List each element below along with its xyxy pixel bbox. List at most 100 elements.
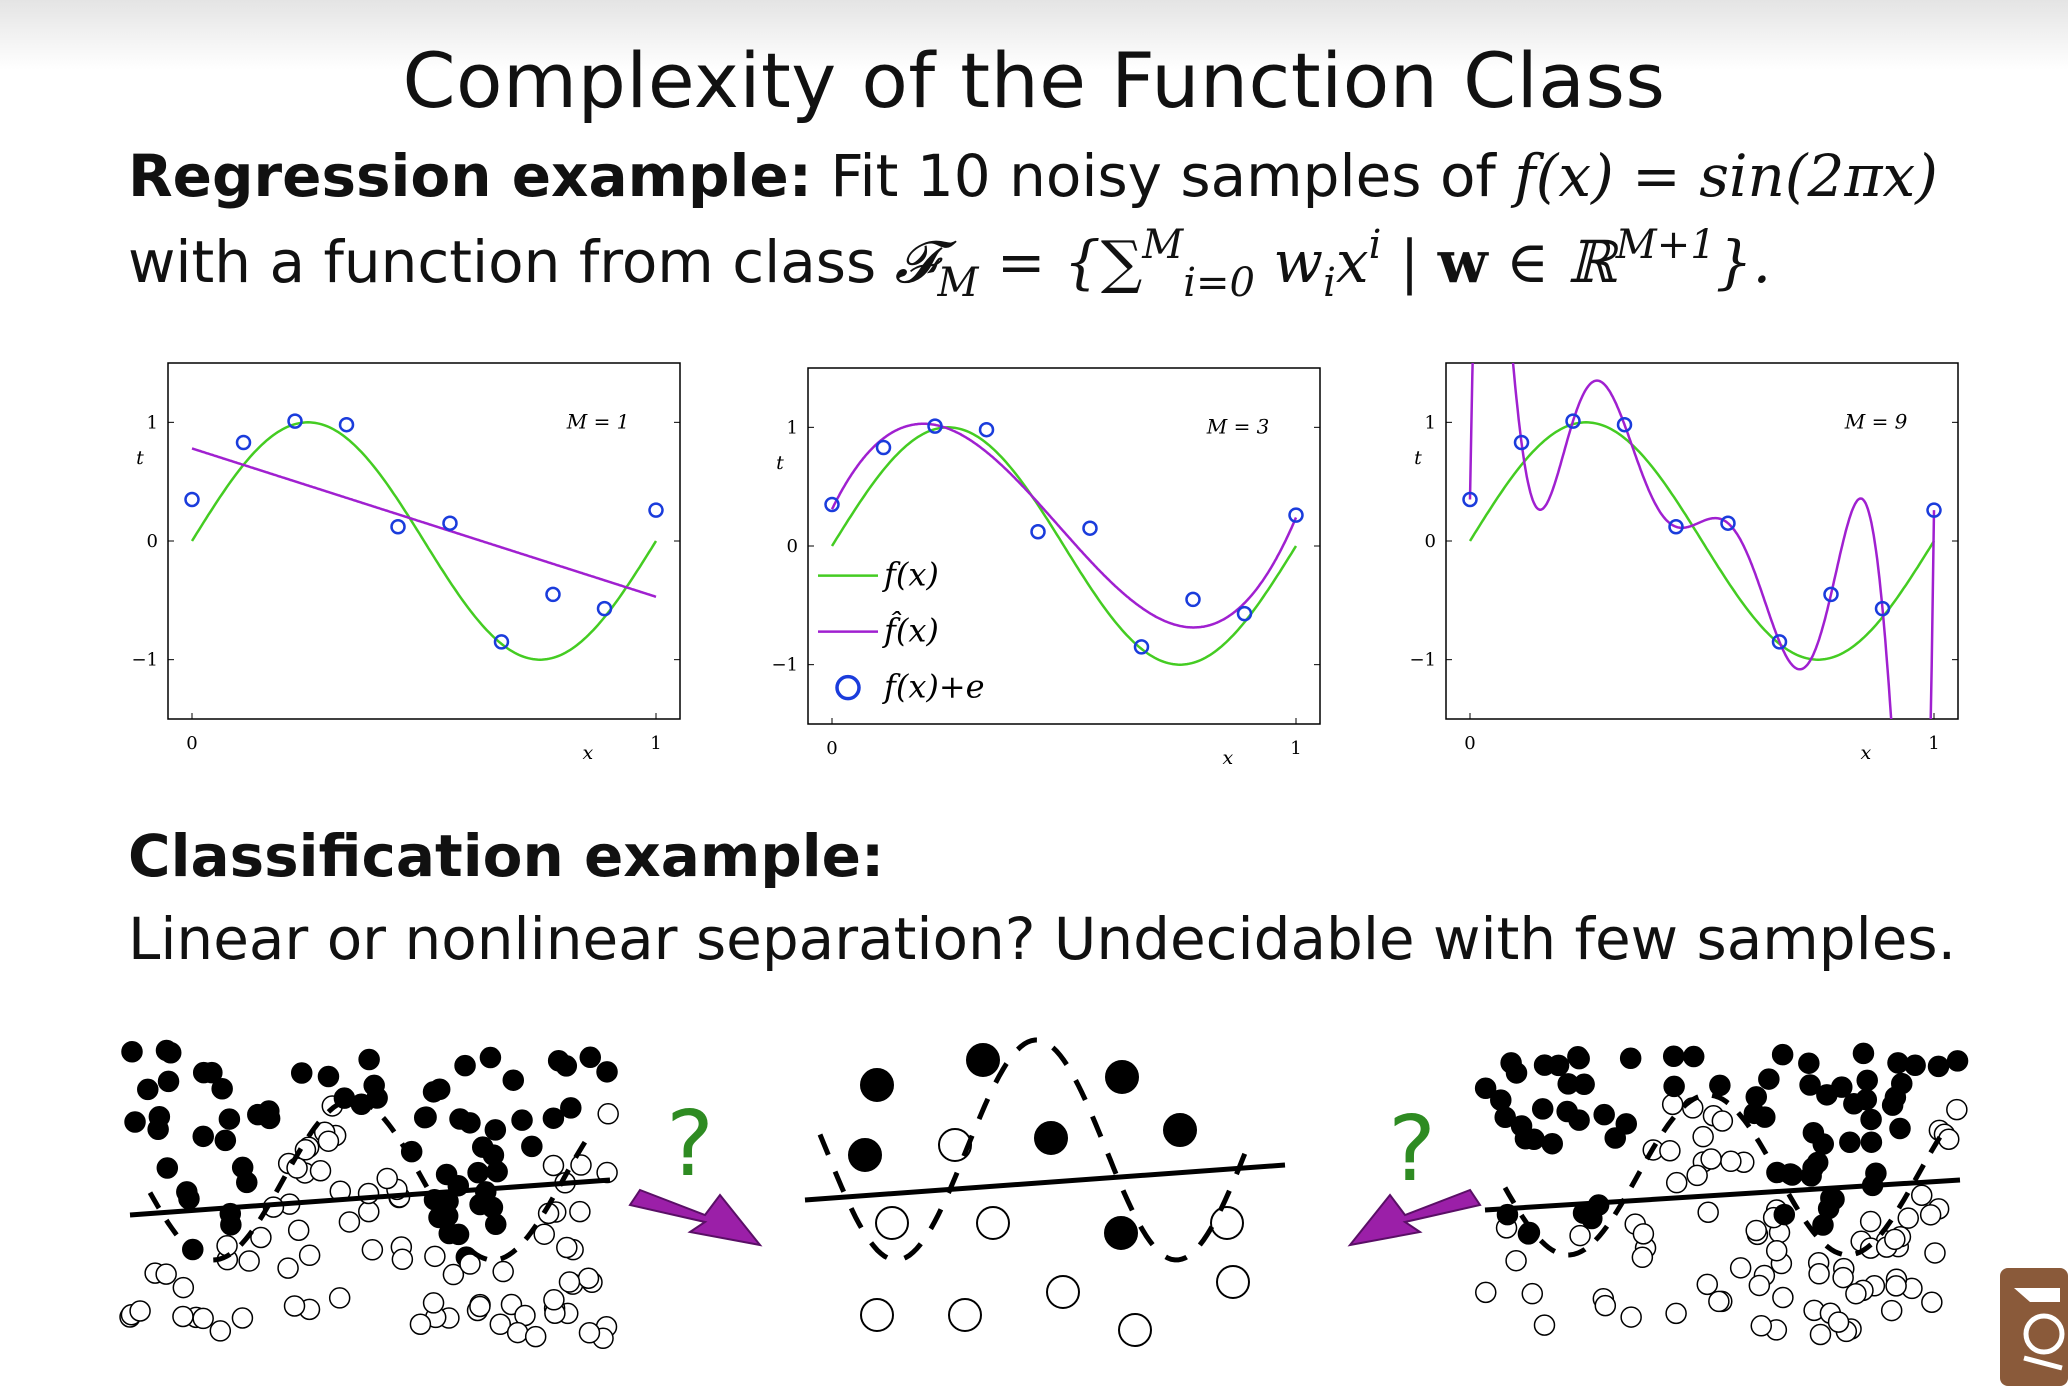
class-b-point: [1910, 1184, 1933, 1206]
class-a-point: [415, 1106, 437, 1128]
linear-boundary: [804, 1162, 1286, 1203]
formula-close: }.: [1715, 228, 1772, 296]
model-order-label: M = 3: [1206, 414, 1270, 438]
class-b-point: [1884, 1228, 1906, 1251]
class-b-point: [543, 1289, 565, 1311]
class-a-point: [236, 1171, 258, 1194]
class-a-point: [1573, 1073, 1595, 1096]
class-a-point: [502, 1069, 525, 1091]
sample-point: [235, 434, 252, 451]
sample-point: [493, 634, 510, 650]
y-tick-label: 0: [1425, 531, 1436, 552]
y-tick-label: −1: [131, 650, 158, 671]
formula-w-sub: i: [1323, 260, 1336, 306]
x-tick-label: 0: [826, 738, 837, 759]
sample-point: [1616, 416, 1633, 433]
regression-text-2: with a function from class: [128, 228, 877, 296]
class-b-point: [250, 1226, 272, 1249]
x-axis-label: x: [582, 742, 593, 764]
class-a-point: [848, 1138, 882, 1172]
regression-formula-1: f(x) = sin(2πx): [1514, 142, 1938, 210]
class-b-point: [1696, 1273, 1719, 1296]
class-a-point: [467, 1161, 489, 1184]
sample-point: [338, 416, 355, 433]
class-a-point: [1531, 1098, 1554, 1120]
class-b-point: [1046, 1275, 1080, 1309]
class-a-point: [511, 1109, 533, 1131]
class-b-point: [1697, 1201, 1719, 1223]
class-a-point: [1823, 1188, 1845, 1211]
class-a-point: [290, 1062, 313, 1084]
class-b-point: [376, 1167, 398, 1190]
class-b-point: [309, 1160, 332, 1182]
class-a-point: [1798, 1052, 1820, 1074]
question-mark-left: ?: [666, 1092, 714, 1197]
x-tick-label: 1: [1928, 733, 1939, 754]
class-b-point: [442, 1263, 465, 1286]
class-b-point: [192, 1307, 214, 1330]
class-a-point: [1812, 1133, 1834, 1155]
class-a-point: [1927, 1055, 1950, 1078]
class-b-point: [492, 1260, 514, 1283]
class-a-point: [1163, 1113, 1197, 1147]
class-a-point: [1889, 1117, 1911, 1140]
sample-point: [1133, 639, 1150, 655]
sample-point: [545, 586, 561, 603]
class-b-point: [1845, 1282, 1867, 1305]
class-b-point: [1772, 1286, 1794, 1309]
class-b-point: [238, 1250, 260, 1272]
class-a-point: [1494, 1106, 1516, 1128]
class-a-point: [966, 1043, 1000, 1077]
class-a-point: [428, 1078, 451, 1101]
class-b-point: [283, 1295, 306, 1317]
class-a-point: [1887, 1052, 1909, 1074]
class-b-point: [409, 1313, 432, 1336]
plot-m9: −1 0 1 0 1 x t M = 9: [1408, 355, 1968, 779]
regression-heading: Regression example:: [128, 142, 812, 210]
class-b-point: [1832, 1266, 1854, 1289]
class-a-point: [1758, 1068, 1780, 1090]
nonlinear-boundary: [147, 1097, 593, 1263]
classification-text: Linear or nonlinear separation? Undecida…: [128, 905, 1957, 973]
class-b-point: [570, 1154, 592, 1176]
class-a-point: [121, 1041, 143, 1063]
sample-point: [1823, 586, 1839, 603]
arrow-left-icon: [1347, 1188, 1482, 1247]
class-a-point: [1839, 1131, 1861, 1154]
slide-top-gradient: [0, 0, 2068, 70]
class-a-point: [1505, 1062, 1528, 1084]
class-a-point: [542, 1107, 565, 1129]
class-a-point: [124, 1111, 146, 1133]
fitted-curve: [830, 422, 1298, 629]
class-b-point: [1210, 1206, 1244, 1240]
class-b-point: [1661, 1093, 1684, 1116]
legend-true-label: f(x): [882, 556, 939, 594]
sample-point: [1874, 600, 1891, 617]
formula-in-R: ∈ ℝ: [1487, 228, 1616, 296]
sample-point: [1771, 634, 1788, 650]
sample-point: [1720, 515, 1736, 531]
class-b-point: [298, 1244, 321, 1267]
class-b-point: [1808, 1263, 1830, 1285]
class-a-point: [1856, 1069, 1878, 1092]
class-a-point: [1104, 1216, 1138, 1250]
class-b-point: [172, 1276, 195, 1299]
class-a-point: [317, 1065, 340, 1088]
linear-boundary: [1484, 1177, 1961, 1213]
class-b-point: [489, 1313, 512, 1336]
classification-line-1: Classification example:: [128, 822, 884, 890]
classification-heading: Classification example:: [128, 822, 885, 890]
class-a-point: [363, 1074, 385, 1097]
class-a-point: [1541, 1132, 1563, 1155]
class-b-point: [524, 1325, 547, 1348]
class-b-point: [597, 1103, 619, 1125]
arrow-right-icon: [628, 1188, 763, 1247]
class-b-point: [1859, 1210, 1882, 1233]
class-a-point: [1682, 1045, 1705, 1068]
class-b-point: [1720, 1150, 1742, 1173]
class-b-point: [1711, 1110, 1734, 1132]
class-b-point: [1729, 1257, 1752, 1279]
class-a-point: [201, 1061, 223, 1084]
class-b-point: [558, 1271, 581, 1293]
plot-m1-svg: −1 0 1 0 1 x t M = 1: [131, 362, 681, 764]
